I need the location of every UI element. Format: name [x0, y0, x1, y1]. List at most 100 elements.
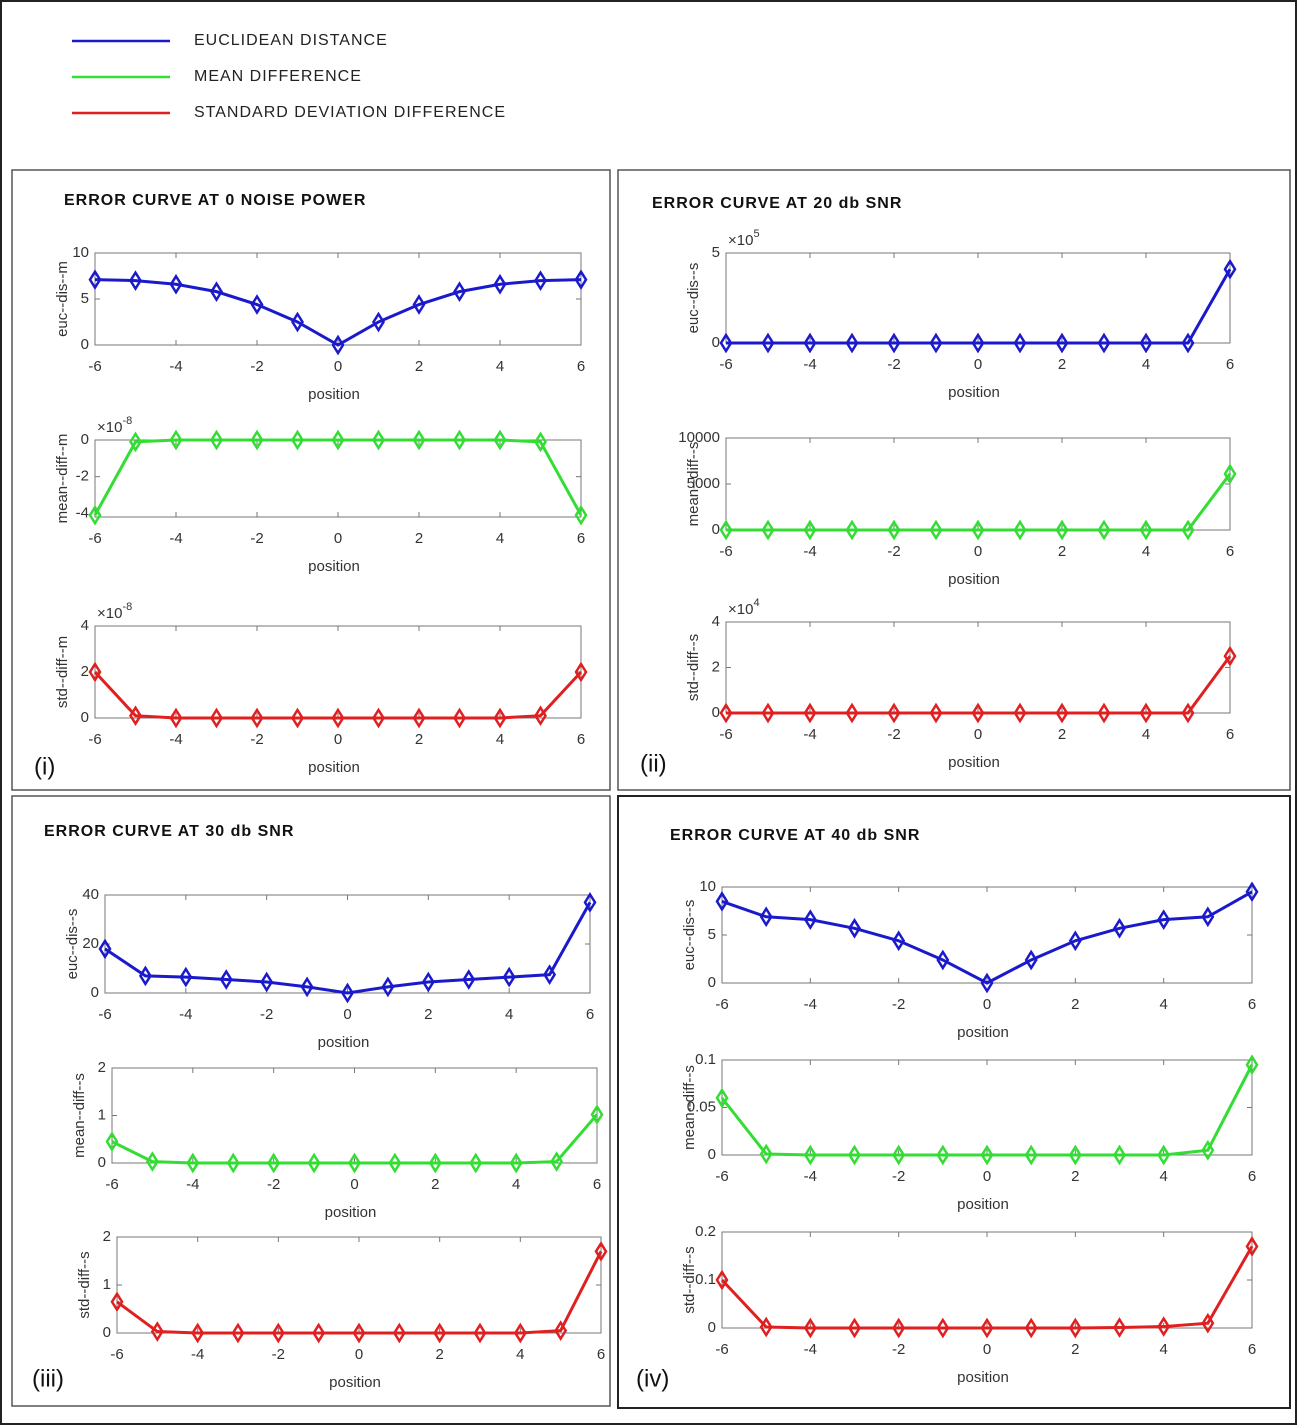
- x-tick-label: -2: [250, 358, 263, 375]
- x-tick-label: 4: [512, 1176, 520, 1193]
- point-marker: [1013, 332, 1027, 354]
- point-marker: [980, 1317, 994, 1339]
- point-marker: [129, 431, 142, 453]
- point-marker: [169, 273, 183, 295]
- x-tick-label: 6: [597, 1346, 605, 1363]
- x-tick-label: 0: [974, 726, 982, 743]
- x-tick-label: -6: [88, 530, 101, 547]
- point-marker: [493, 273, 507, 295]
- y-tick-label: 2: [98, 1059, 106, 1076]
- point-marker: [1055, 702, 1069, 724]
- series-line: [104, 901, 592, 995]
- point-marker: [845, 332, 859, 354]
- point-marker: [412, 294, 426, 315]
- point-marker: [331, 429, 345, 451]
- point-marker: [186, 1152, 200, 1174]
- series-line: [726, 472, 1232, 532]
- x-tick-label: -2: [250, 530, 263, 547]
- x-tick-label: 0: [343, 1006, 351, 1023]
- y-tick-label: 2: [81, 663, 89, 680]
- x-tick-label: -6: [110, 1346, 123, 1363]
- legend-label: MEAN DIFFERENCE: [194, 68, 362, 85]
- point-marker: [887, 702, 901, 724]
- point-marker: [138, 965, 152, 987]
- x-tick-label: 4: [1159, 1341, 1167, 1358]
- y-multiplier: ×105: [728, 228, 760, 249]
- point-marker: [179, 966, 193, 988]
- y-tick-label: 5: [81, 290, 89, 307]
- point-marker: [980, 972, 994, 994]
- x-tick-label: -6: [715, 1168, 728, 1185]
- y-tick-label: 0: [708, 974, 716, 991]
- point-marker: [88, 661, 102, 683]
- point-marker: [421, 971, 435, 993]
- point-marker: [110, 1291, 124, 1313]
- point-marker: [887, 519, 901, 541]
- y-tick-label: -4: [76, 504, 89, 521]
- plot-area: [94, 252, 582, 346]
- point-marker: [1068, 1144, 1082, 1166]
- x-tick-label: -4: [803, 726, 816, 743]
- x-tick-label: 0: [350, 1176, 358, 1193]
- point-marker: [590, 1104, 604, 1125]
- y-tick-label: 10: [699, 878, 716, 895]
- y-axis-label: euc--dis--s: [685, 263, 702, 334]
- legend-label: STANDARD DEVIATION DIFFERENCE: [194, 104, 506, 121]
- y-tick-label: 2: [103, 1228, 111, 1245]
- point-marker: [1097, 702, 1111, 724]
- x-tick-label: 0: [334, 530, 342, 547]
- x-tick-label: -4: [179, 1006, 192, 1023]
- y-tick-label: 0.05: [687, 1098, 716, 1115]
- point-marker: [462, 969, 476, 990]
- point-marker: [271, 1322, 285, 1344]
- x-tick-label: 0: [983, 996, 991, 1013]
- point-marker: [574, 269, 588, 291]
- panel-frame: [11, 795, 611, 1407]
- point-marker: [291, 707, 304, 729]
- point-marker: [88, 269, 102, 291]
- point-marker: [892, 930, 906, 952]
- x-axis-label: position: [948, 384, 1000, 401]
- point-marker: [150, 1321, 164, 1342]
- x-axis-label: position: [308, 386, 360, 403]
- x-tick-label: 2: [415, 530, 423, 547]
- point-marker: [759, 1316, 773, 1338]
- point-marker: [971, 702, 985, 724]
- y-multiplier: ×10-8: [97, 415, 132, 436]
- point-marker: [1223, 645, 1237, 667]
- x-tick-label: 4: [1142, 356, 1150, 373]
- point-marker: [1024, 1317, 1038, 1339]
- point-marker: [715, 1087, 729, 1109]
- point-marker: [550, 1151, 564, 1172]
- y-tick-label: 10: [72, 244, 89, 261]
- multiplier-base: ×10: [728, 232, 753, 249]
- point-marker: [583, 891, 597, 913]
- y-tick-label: 0: [81, 336, 89, 353]
- point-marker: [848, 1317, 861, 1339]
- x-tick-label: 4: [1159, 1168, 1167, 1185]
- x-axis-label: position: [325, 1204, 377, 1221]
- point-marker: [929, 332, 943, 354]
- x-tick-label: 2: [1058, 356, 1066, 373]
- multiplier-power: -8: [122, 601, 132, 613]
- point-marker: [848, 917, 861, 939]
- panel-title: ERROR CURVE AT 30 db SNR: [44, 823, 294, 840]
- point-marker: [1245, 1054, 1259, 1076]
- point-marker: [267, 1152, 281, 1174]
- x-axis-label: position: [957, 1369, 1009, 1386]
- point-marker: [1181, 702, 1195, 724]
- point-marker: [759, 1143, 773, 1165]
- x-tick-label: -2: [892, 996, 905, 1013]
- point-marker: [980, 1144, 994, 1166]
- point-marker: [1068, 930, 1082, 952]
- point-marker: [761, 702, 775, 724]
- point-marker: [1113, 1317, 1126, 1338]
- plot-area: [94, 625, 582, 719]
- x-tick-label: -4: [191, 1346, 204, 1363]
- y-tick-label: 0.1: [695, 1271, 716, 1288]
- x-tick-label: 4: [1159, 996, 1167, 1013]
- x-axis-label: position: [948, 571, 1000, 588]
- x-tick-label: 2: [415, 358, 423, 375]
- point-marker: [372, 429, 385, 451]
- point-marker: [534, 431, 547, 453]
